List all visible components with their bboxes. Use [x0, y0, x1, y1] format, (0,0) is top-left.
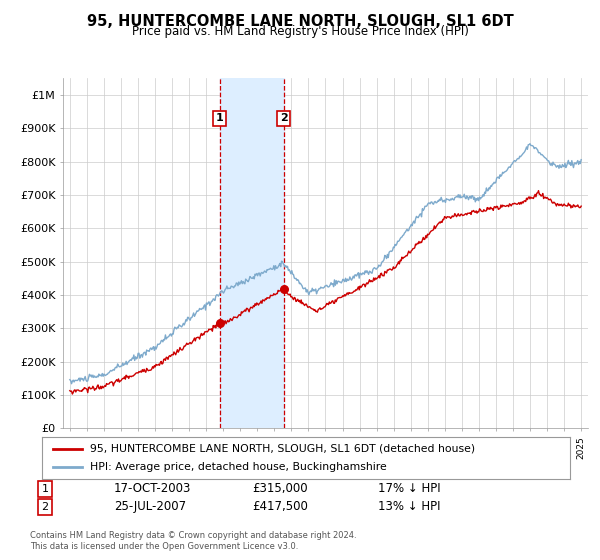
Text: 2: 2 — [280, 113, 287, 123]
Text: Contains HM Land Registry data © Crown copyright and database right 2024.: Contains HM Land Registry data © Crown c… — [30, 531, 356, 540]
Text: 95, HUNTERCOMBE LANE NORTH, SLOUGH, SL1 6DT: 95, HUNTERCOMBE LANE NORTH, SLOUGH, SL1 … — [86, 14, 514, 29]
Text: 17% ↓ HPI: 17% ↓ HPI — [378, 482, 440, 496]
Bar — [220, 78, 284, 428]
Text: Price paid vs. HM Land Registry's House Price Index (HPI): Price paid vs. HM Land Registry's House … — [131, 25, 469, 38]
Text: 1: 1 — [41, 484, 49, 494]
Text: HPI: Average price, detached house, Buckinghamshire: HPI: Average price, detached house, Buck… — [89, 462, 386, 472]
Text: £417,500: £417,500 — [252, 500, 308, 514]
Text: 17-OCT-2003: 17-OCT-2003 — [114, 482, 191, 496]
Text: 2: 2 — [41, 502, 49, 512]
Text: 95, HUNTERCOMBE LANE NORTH, SLOUGH, SL1 6DT (detached house): 95, HUNTERCOMBE LANE NORTH, SLOUGH, SL1 … — [89, 444, 475, 454]
Text: 13% ↓ HPI: 13% ↓ HPI — [378, 500, 440, 514]
Text: £315,000: £315,000 — [252, 482, 308, 496]
Text: 25-JUL-2007: 25-JUL-2007 — [114, 500, 186, 514]
Text: 1: 1 — [216, 113, 224, 123]
Text: This data is licensed under the Open Government Licence v3.0.: This data is licensed under the Open Gov… — [30, 542, 298, 550]
